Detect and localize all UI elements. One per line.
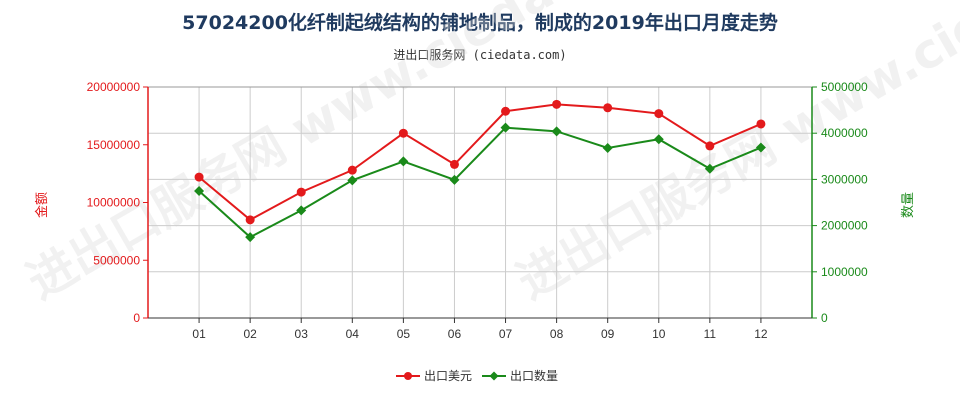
data-point-quantity xyxy=(296,205,307,216)
watermark-right: 进出口服务网 www.ciedata.com xyxy=(508,0,960,310)
data-point-quantity xyxy=(194,185,205,196)
data-point-quantity xyxy=(551,126,562,137)
data-point-quantity xyxy=(653,134,664,145)
x-axis-tick-label: 07 xyxy=(499,327,513,341)
data-point-value xyxy=(449,159,459,169)
right-axis-tick-label: 1000000 xyxy=(821,265,868,279)
data-point-value xyxy=(296,187,306,197)
data-point-quantity xyxy=(449,174,460,185)
data-point-value xyxy=(654,109,664,119)
right-axis-tick-label: 2000000 xyxy=(821,219,868,233)
series-line-value xyxy=(198,103,762,222)
data-point-value xyxy=(501,106,511,116)
data-point-quantity xyxy=(704,163,715,174)
legend-label: 出口数量 xyxy=(510,368,558,383)
x-axis-tick-label: 08 xyxy=(550,327,564,341)
chart-title: 57024200化纤制起绒结构的铺地制品，制成的2019年出口月度走势 xyxy=(182,12,778,34)
x-axis-tick-label: 02 xyxy=(243,327,257,341)
right-axis-tick-label: 4000000 xyxy=(821,126,868,140)
x-axis-tick-label: 04 xyxy=(346,327,360,341)
right-axis-tick-label: 0 xyxy=(821,311,828,325)
legend-marker-diamond xyxy=(489,371,499,381)
data-point-quantity xyxy=(755,142,766,153)
data-point-quantity xyxy=(602,142,613,153)
left-axis-tick-label: 5000000 xyxy=(93,253,140,267)
data-point-value xyxy=(552,99,562,109)
right-axis-tick-label: 5000000 xyxy=(821,80,868,94)
legend-marker-circle xyxy=(404,372,412,380)
x-axis-tick-label: 12 xyxy=(754,327,768,341)
x-axis-tick-label: 05 xyxy=(397,327,411,341)
data-point-quantity xyxy=(245,232,256,243)
right-axis-tick-label: 3000000 xyxy=(821,172,868,186)
legend-label: 出口美元 xyxy=(424,369,472,383)
right-axis-title: 数量 xyxy=(901,192,916,218)
data-point-value xyxy=(347,165,357,175)
chart-subtitle: 进出口服务网 (ciedata.com) xyxy=(393,48,567,62)
data-point-value xyxy=(245,215,255,225)
left-axis-tick-label: 10000000 xyxy=(87,196,141,210)
x-axis-tick-label: 01 xyxy=(192,327,206,341)
data-point-value xyxy=(705,141,715,151)
x-axis-tick-label: 06 xyxy=(448,327,462,341)
x-axis-tick-label: 09 xyxy=(601,327,615,341)
x-axis-tick-label: 03 xyxy=(295,327,309,341)
data-point-quantity xyxy=(500,122,511,133)
left-axis-tick-label: 0 xyxy=(133,311,140,325)
data-point-value xyxy=(756,119,766,129)
data-point-value xyxy=(603,103,613,113)
left-axis-tick-label: 20000000 xyxy=(87,80,141,94)
data-point-quantity xyxy=(398,156,409,167)
x-axis-tick-label: 11 xyxy=(704,327,717,341)
left-axis-tick-label: 15000000 xyxy=(87,138,141,152)
x-axis-tick-label: 10 xyxy=(652,327,666,341)
data-point-value xyxy=(398,128,408,138)
data-point-quantity xyxy=(347,175,358,186)
data-point-value xyxy=(194,172,204,182)
left-axis-title: 金额 xyxy=(34,192,50,218)
series-line-quantity xyxy=(198,126,762,239)
